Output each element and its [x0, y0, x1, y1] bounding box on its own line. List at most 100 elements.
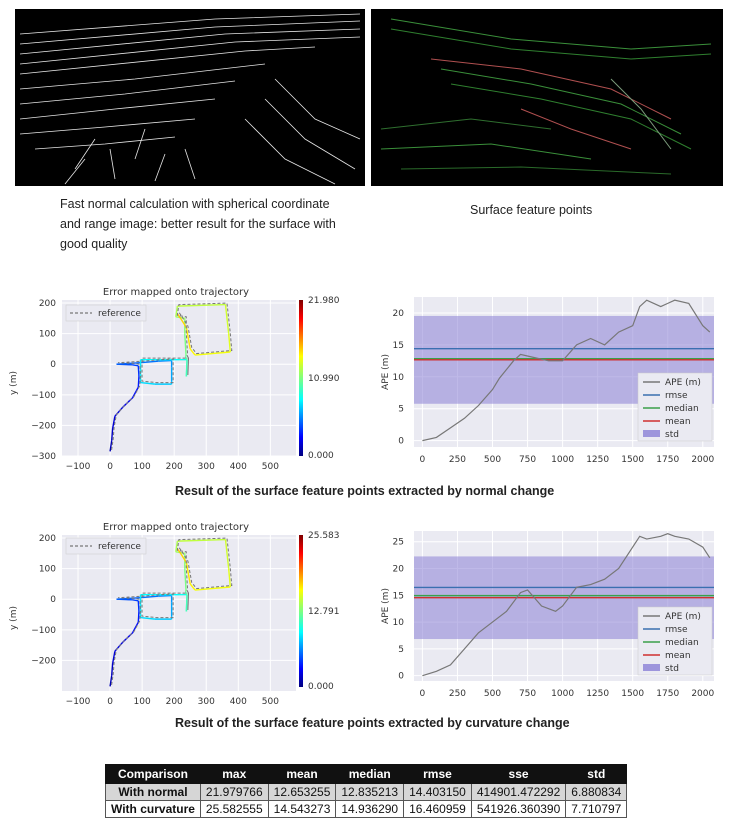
y-tick-label: 20 — [393, 565, 405, 575]
x-tick-label: 250 — [449, 689, 466, 699]
x-tick-label: 1500 — [621, 689, 644, 699]
grid — [62, 300, 296, 457]
cell-std: 7.710797 — [565, 800, 628, 818]
x-tick-label: −100 — [66, 462, 91, 472]
trajectory-segment — [131, 621, 139, 634]
legend-box — [65, 304, 147, 322]
x-tick-label: 0 — [107, 462, 113, 472]
x-tick-labels: −100 0 100 200 300 400 500 — [66, 697, 280, 707]
x-tick-label: 1250 — [586, 689, 609, 699]
x-tick-label: 1250 — [586, 455, 609, 465]
trajectory-segment — [177, 538, 226, 542]
x-tick-label: 0 — [420, 455, 426, 465]
plot-area — [62, 300, 296, 456]
reference-trajectory — [111, 537, 233, 685]
header-std: std — [565, 764, 628, 784]
left-image-caption: Fast normal calculation with spherical c… — [60, 197, 336, 251]
trajectory-segment — [176, 548, 182, 554]
cell-std: 6.880834 — [565, 783, 628, 801]
trajectory-segment — [175, 306, 179, 317]
legend-entry: std — [665, 430, 679, 440]
y-tick-label: 200 — [39, 299, 56, 309]
trajectory-segment — [110, 663, 114, 676]
y-axis-label: y (m) — [9, 371, 19, 395]
trajectory-segment — [180, 317, 187, 328]
ape-chart-curvature: 25 20 15 10 5 0 0 250 500 750 1000 1250 1500 1750 200… — [381, 531, 715, 699]
x-tick-label: 1750 — [656, 689, 679, 699]
cell-max: 25.582555 — [199, 800, 269, 818]
x-tick-label: 500 — [484, 455, 501, 465]
y-tick-label: −200 — [31, 421, 56, 431]
trajectory-segment — [224, 304, 230, 334]
cell-rmse: 16.460959 — [403, 800, 472, 818]
x-tick-label: 100 — [134, 697, 151, 707]
trajectory-segment — [109, 675, 113, 687]
trajectory-segment — [185, 594, 188, 612]
legend-entry: mean — [665, 651, 691, 661]
cell-max: 21.979766 — [199, 783, 269, 801]
trajectory-segment — [137, 600, 140, 612]
y-tick-label: −300 — [31, 452, 56, 462]
trajectory-segment — [132, 599, 139, 602]
y-axis-label: y (m) — [9, 606, 19, 630]
trajectory-segment — [175, 541, 179, 552]
ape-line — [422, 533, 711, 677]
colorbar-max: 21.980 — [308, 296, 340, 306]
trajectory-segment — [137, 365, 140, 377]
legend: APE (m) rmse median mean std — [637, 606, 713, 676]
trajectory-line — [109, 537, 233, 687]
legend-box — [65, 537, 147, 555]
x-tick-label: 500 — [484, 689, 501, 699]
legend-box — [637, 606, 713, 676]
x-tick-label: 1000 — [551, 455, 574, 465]
legend-swatch — [643, 430, 660, 437]
legend-reference: reference — [98, 542, 141, 552]
trajectory-segment — [140, 381, 156, 385]
table-row: With normal 21.979766 12.653255 12.83521… — [105, 783, 628, 801]
trajectory-segment — [131, 386, 139, 399]
y-tick-label: −100 — [31, 626, 56, 636]
legend-entry: APE (m) — [665, 378, 701, 388]
ape-series — [422, 299, 711, 442]
trajectory-segment — [189, 583, 196, 591]
trajectory-chart-curvature: Error mapped onto trajectory 2001000−100… — [9, 522, 340, 707]
x-tick-label: 500 — [262, 462, 279, 472]
y-tick-labels: 200 100 0 −100 −200 — [31, 534, 56, 666]
y-tick-label: 0 — [398, 437, 404, 447]
trajectory-segment — [111, 651, 116, 664]
row-label: With curvature — [105, 800, 201, 818]
trajectory-segment — [184, 590, 187, 592]
trajectory-chart-normal: Error mapped onto trajectory 2001000−100… — [9, 287, 340, 472]
y-tick-label: 5 — [398, 645, 404, 655]
legend-entry: rmse — [665, 625, 688, 635]
legend-entry: rmse — [665, 391, 688, 401]
y-tick-label: 0 — [50, 360, 56, 370]
surface-feature-points-image — [371, 9, 723, 186]
trajectory-segment — [184, 333, 187, 356]
cell-median: 12.835213 — [335, 783, 405, 801]
chart-title: Error mapped onto trajectory — [103, 522, 249, 533]
reference-trajectory — [111, 302, 233, 450]
trajectory-segment — [224, 539, 230, 569]
y-tick-label: 100 — [39, 565, 56, 575]
x-tick-label: 400 — [230, 462, 247, 472]
legend-reference: reference — [98, 309, 141, 319]
x-tick-label: 200 — [166, 462, 183, 472]
trajectory-segment — [109, 440, 113, 452]
trajectory-segment — [177, 303, 226, 307]
trajectory-segment — [140, 595, 159, 599]
legend-entry: median — [665, 404, 699, 414]
x-tick-label: −100 — [66, 697, 91, 707]
trajectory-line — [109, 302, 233, 452]
x-tick-labels: 0 250 500 750 1000 1250 1500 1750 2000 — [420, 455, 715, 465]
chart-title: Error mapped onto trajectory — [103, 287, 249, 298]
plot-area — [62, 535, 296, 691]
x-tick-label: 1750 — [656, 455, 679, 465]
table-row: With curvature 25.582555 14.543273 14.93… — [105, 800, 628, 818]
x-tick-label: 2000 — [691, 455, 714, 465]
x-tick-label: 750 — [519, 689, 536, 699]
x-tick-label: 200 — [166, 697, 183, 707]
section2-caption: Result of the surface feature points ext… — [175, 716, 570, 730]
